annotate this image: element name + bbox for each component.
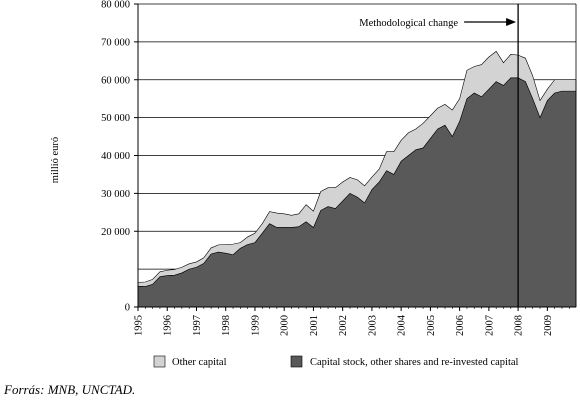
y-tick-label: 30 000 <box>101 189 130 200</box>
area-series <box>137 50 577 308</box>
x-tick-label: 2002 <box>338 315 349 336</box>
x-tick-label: 2004 <box>397 314 408 336</box>
y-axis-ticks: 0 20 000 30 000 40 000 50 000 60 000 70 000 80 … <box>101 0 138 314</box>
x-tick-label: 1996 <box>163 315 174 336</box>
stacked-area-chart: 0 20 000 30 000 40 000 50 000 60 000 70 000 80 … <box>50 0 577 368</box>
annotation-arrow-head <box>506 18 517 26</box>
annotation-label: Methodological change <box>359 18 458 29</box>
legend-label-capital-stock: Capital stock, other shares and re-inves… <box>310 357 519 368</box>
x-axis-ticks: 1995 1996 1997 1998 1999 2000 2001 2002 2003 2004… <box>134 307 570 336</box>
x-tick-label: 2001 <box>309 315 320 336</box>
legend-label-other-capital: Other capital <box>172 357 227 368</box>
y-tick-label: 0 <box>125 303 130 314</box>
legend: Other capital Capital stock, other share… <box>153 355 519 368</box>
y-tick-label: 20 000 <box>101 227 130 238</box>
annotation: Methodological change <box>359 4 519 307</box>
y-tick-label: 80 000 <box>101 0 130 11</box>
x-tick-label: 2006 <box>455 315 466 336</box>
x-tick-label: 2009 <box>543 315 554 336</box>
legend-swatch-capital-stock <box>290 355 303 368</box>
x-tick-label: 1999 <box>250 315 261 336</box>
x-tick-label: 1995 <box>134 315 145 336</box>
x-tick-label: 1998 <box>221 315 232 336</box>
x-tick-label: 2008 <box>514 315 525 336</box>
y-tick-label: 50 000 <box>101 113 130 124</box>
y-tick-label: 40 000 <box>101 151 130 162</box>
y-axis-label: millió euró <box>50 137 61 183</box>
y-tick-label: 70 000 <box>101 37 130 48</box>
x-tick-label: 2005 <box>426 315 437 336</box>
x-tick-label: 2000 <box>280 315 291 336</box>
x-tick-label: 2003 <box>367 315 378 336</box>
source-note: Forrás: MNB, UNCTAD. <box>4 382 136 397</box>
y-tick-label: 60 000 <box>101 75 130 86</box>
x-tick-label: 1997 <box>192 315 203 336</box>
legend-swatch-other-capital <box>153 355 166 368</box>
x-tick-label: 2007 <box>484 315 495 336</box>
